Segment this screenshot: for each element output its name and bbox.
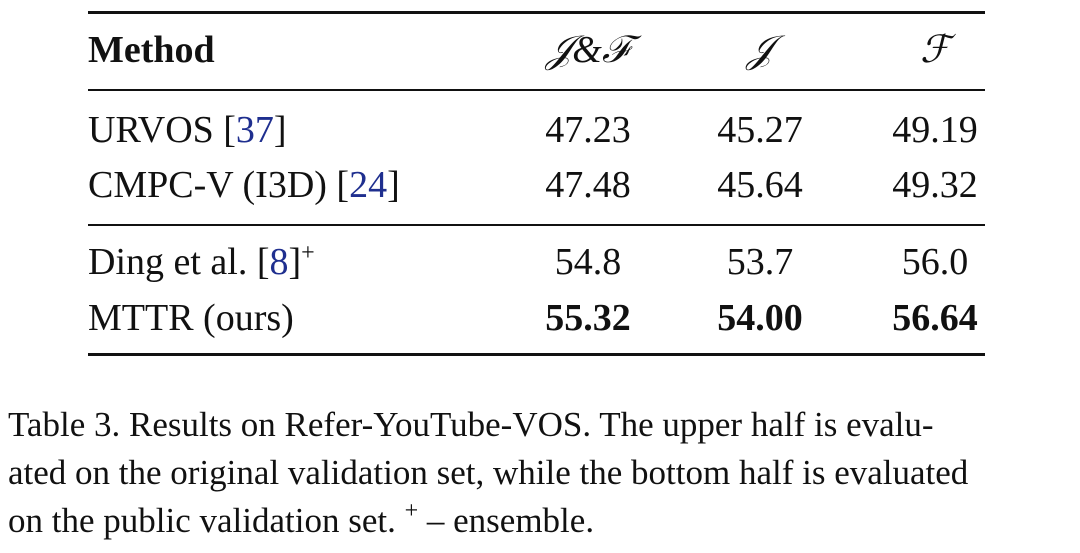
header-cell: 𝒥&ℱ: [546, 29, 630, 71]
header-cell: 𝒥: [746, 29, 774, 71]
method-cell: Ding et al. [8]+: [88, 240, 315, 284]
value-cell: 55.32: [545, 297, 631, 339]
method-name: ]: [273, 109, 287, 151]
top-rule: [88, 11, 985, 14]
value-cell: 45.64: [717, 164, 803, 206]
value-cell: 56.0: [901, 241, 969, 283]
citation: 8: [269, 241, 289, 283]
header-cell: ℱ: [920, 29, 950, 71]
value-cell: 47.23: [545, 109, 631, 151]
value-cell: 49.32: [892, 164, 978, 206]
value-cell: 54.00: [717, 297, 803, 339]
value-cell: 45.27: [717, 109, 803, 151]
caption-text: – ensemble.: [426, 501, 595, 540]
method-name: CMPC-V (I3D) [: [88, 164, 350, 206]
method-name: ]: [288, 241, 302, 283]
method-name: URVOS [: [88, 109, 236, 151]
superscript: +: [404, 498, 419, 524]
method-cell: MTTR (ours): [88, 296, 294, 340]
caption-line: Table 3. Results on Refer-YouTube-VOS. T…: [8, 405, 934, 444]
citation: 24: [349, 164, 388, 206]
citation: 37: [235, 109, 274, 151]
caption-line: on the public validation set. + – ensemb…: [8, 498, 595, 541]
mid-rule: [88, 89, 985, 91]
method-name: MTTR (ours): [88, 297, 294, 339]
header-cell: Method: [88, 29, 215, 71]
value-cell: 47.48: [545, 164, 631, 206]
method-cell: URVOS [37]: [88, 108, 287, 152]
mid-rule: [88, 224, 985, 226]
value-cell: 49.19: [892, 109, 978, 151]
value-cell: 53.7: [726, 241, 794, 283]
method-name: ]: [387, 164, 400, 206]
superscript: +: [301, 240, 315, 266]
value-cell: 56.64: [892, 297, 978, 339]
caption-text: on the public validation set.: [8, 501, 396, 540]
bottom-rule: [88, 353, 985, 356]
method-name: Ding et al. [: [88, 241, 270, 283]
method-cell: CMPC-V (I3D) [24]: [88, 163, 400, 207]
caption-line: ated on the original validation set, whi…: [8, 453, 969, 492]
value-cell: 54.8: [554, 241, 622, 283]
